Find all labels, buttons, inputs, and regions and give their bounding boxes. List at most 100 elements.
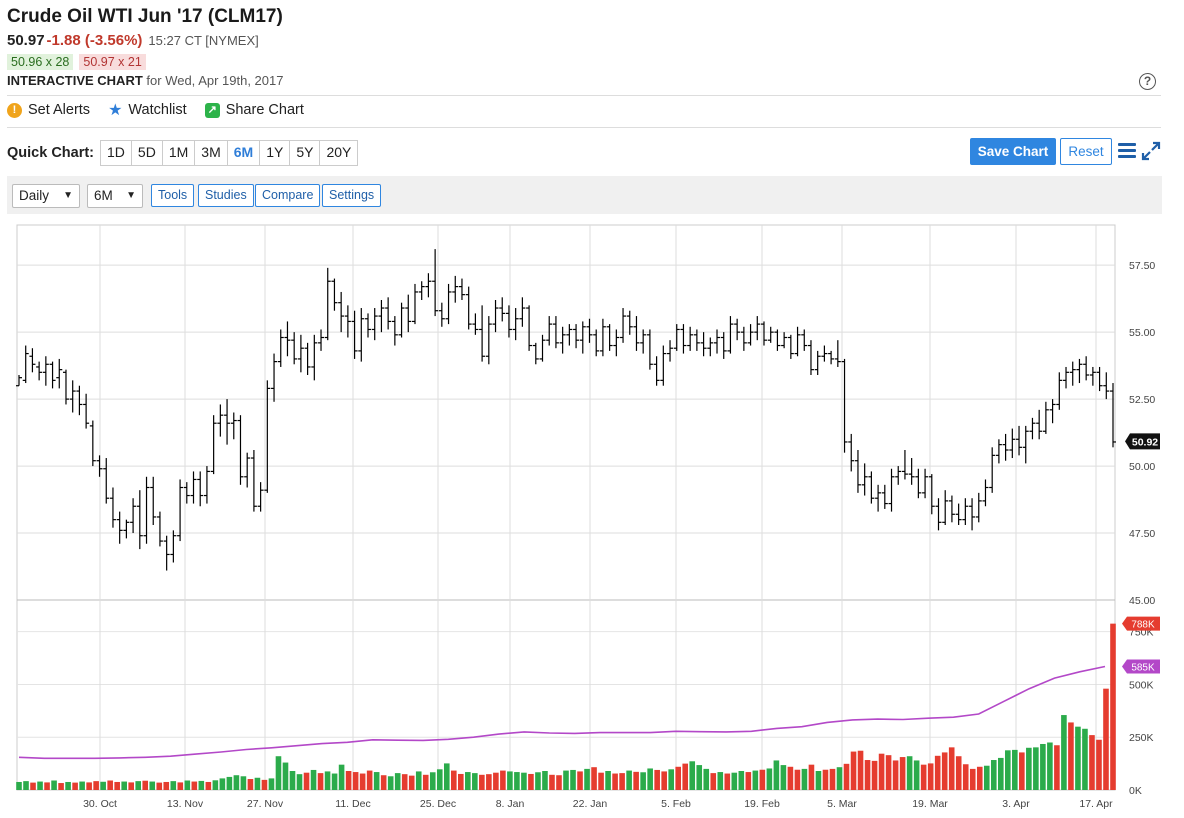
volume-bar — [240, 776, 247, 790]
volume-bar — [563, 770, 569, 790]
volume-bar — [1026, 747, 1032, 790]
expand-icon[interactable] — [1141, 141, 1161, 161]
range-1m[interactable]: 1M — [163, 141, 196, 165]
range-5y[interactable]: 5Y — [290, 141, 321, 165]
volume-bar — [871, 760, 878, 790]
volume-bar — [401, 774, 408, 790]
volume-bar — [976, 766, 983, 790]
volume-bar — [710, 773, 717, 790]
last-price-badge — [1125, 433, 1160, 450]
chart-toolbar: Daily ▼ 6M ▼ Tools Studies Compare Setti… — [7, 176, 1162, 214]
star-icon: ★ — [108, 101, 123, 119]
interval-select[interactable]: Daily ▼ — [12, 184, 80, 208]
price-tick-label: 57.50 — [1129, 260, 1155, 272]
volume-bar — [878, 753, 885, 790]
volume-bar — [408, 775, 415, 790]
quote-line: 50.97 -1.88 (-3.56%) 15:27 CT [NYMEX] — [7, 32, 259, 49]
volume-tick-label: 250K — [1129, 732, 1154, 744]
divider — [7, 95, 1161, 96]
volume-bar — [366, 770, 373, 790]
share-icon: ↗ — [204, 102, 220, 118]
volume-bar — [58, 783, 64, 790]
ask-quote: 50.97 x 21 — [79, 54, 146, 70]
volume-bar — [212, 780, 219, 790]
volume-bar — [233, 775, 240, 790]
period-value: 6M — [94, 188, 113, 203]
volume-bar — [612, 773, 618, 790]
price-tick-label: 50.00 — [1129, 461, 1155, 473]
volume-bar — [948, 747, 955, 790]
volume-bar — [415, 771, 422, 790]
range-selector: 1D 5D 1M 3M 6M 1Y 5Y 20Y — [100, 140, 359, 166]
volume-bar — [1033, 747, 1039, 790]
reset-button[interactable]: Reset — [1060, 138, 1112, 165]
volume-bar — [542, 771, 548, 790]
compare-button[interactable]: Compare — [255, 184, 321, 207]
set-alerts-button[interactable]: ! Set Alerts — [7, 102, 90, 118]
range-1d[interactable]: 1D — [101, 141, 132, 165]
volume-bar — [808, 764, 815, 790]
price-tick-label: 47.50 — [1129, 528, 1155, 540]
volume-bar — [1110, 623, 1116, 790]
volume-bar — [633, 771, 639, 790]
volume-bar — [387, 776, 394, 790]
volume-bar — [773, 760, 780, 790]
volume-bar — [584, 768, 590, 790]
volume-bar — [780, 765, 787, 790]
volume-bar — [114, 781, 120, 790]
volume-bar — [37, 781, 43, 790]
volume-bar — [885, 755, 892, 790]
volume-bar — [1047, 742, 1053, 790]
volume-bar — [745, 772, 752, 790]
volume-bar — [731, 772, 738, 790]
volume-bar — [836, 767, 843, 790]
menu-icon[interactable] — [1118, 143, 1136, 159]
watchlist-button[interactable]: ★ Watchlist — [108, 102, 187, 118]
range-3m[interactable]: 3M — [195, 141, 228, 165]
volume-bar — [1096, 739, 1102, 790]
volume-bar — [640, 772, 646, 790]
volume-bar — [275, 756, 282, 790]
volume-bar — [591, 767, 597, 790]
volume-bar — [1075, 726, 1081, 790]
volume-bar — [310, 769, 317, 790]
share-chart-label: Share Chart — [225, 102, 304, 118]
volume-bar — [906, 756, 913, 790]
last-volume-label: 788K — [1131, 620, 1155, 631]
volume-bar — [324, 771, 331, 790]
volume-bar — [675, 766, 682, 790]
x-tick-label: 19. Mar — [912, 798, 948, 810]
settings-button[interactable]: Settings — [322, 184, 382, 207]
x-tick-label: 25. Dec — [420, 798, 456, 810]
volume-bar — [787, 766, 794, 790]
period-select[interactable]: 6M ▼ — [87, 184, 143, 208]
volume-bar — [500, 770, 506, 790]
volume-bar — [927, 763, 934, 790]
volume-bar — [920, 764, 927, 790]
range-1y[interactable]: 1Y — [260, 141, 291, 165]
volume-bar — [1082, 728, 1088, 790]
volume-bar — [282, 762, 289, 790]
instrument-title: Crude Oil WTI Jun '17 (CLM17) — [7, 6, 283, 27]
tools-button[interactable]: Tools — [151, 184, 195, 207]
volume-bar — [247, 779, 254, 790]
studies-button[interactable]: Studies — [198, 184, 254, 207]
volume-bar — [128, 782, 135, 790]
volume-bar — [458, 773, 464, 790]
x-tick-label: 13. Nov — [167, 798, 204, 810]
help-icon[interactable]: ? — [1139, 73, 1156, 90]
share-chart-button[interactable]: ↗ Share Chart — [204, 102, 304, 118]
volume-bar — [983, 765, 990, 790]
save-chart-button[interactable]: Save Chart — [970, 138, 1056, 165]
volume-bar — [1061, 715, 1067, 790]
volume-bar — [528, 773, 534, 790]
volume-bar — [135, 781, 142, 790]
x-tick-label: 11. Dec — [335, 798, 370, 810]
range-5d[interactable]: 5D — [132, 141, 163, 165]
range-6m[interactable]: 6M — [228, 141, 261, 165]
volume-bar — [969, 768, 976, 790]
quote-time: 15:27 CT [NYMEX] — [148, 33, 259, 48]
range-20y[interactable]: 20Y — [326, 144, 352, 160]
avg-volume-badge — [1122, 659, 1160, 674]
